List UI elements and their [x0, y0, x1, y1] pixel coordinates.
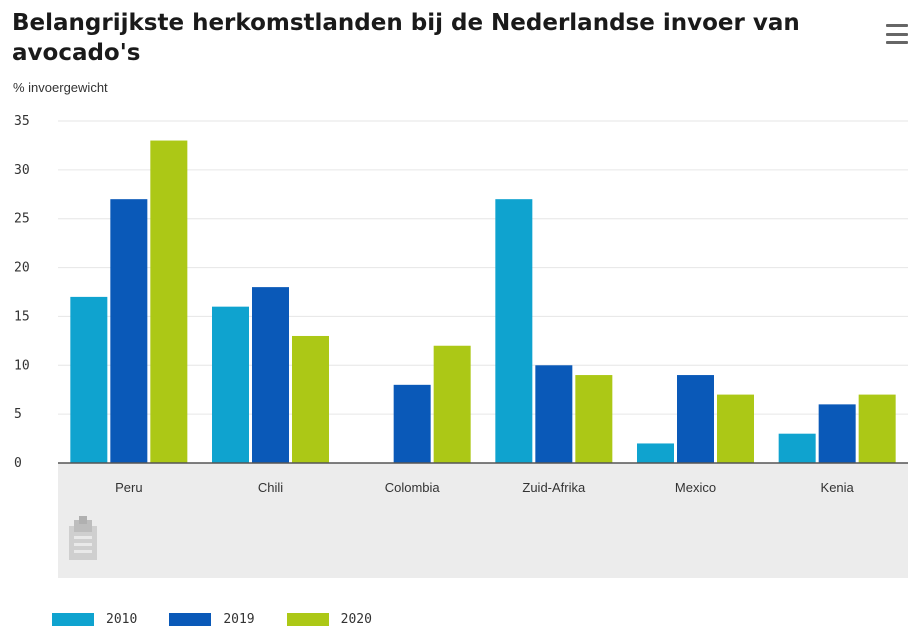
bar-peru-2010 — [70, 296, 108, 463]
bar-kenia-2020 — [858, 394, 896, 463]
y-tick-label: 35 — [14, 114, 30, 129]
legend-label-2010: 2010 — [106, 611, 138, 627]
x-tick-label: Chili — [258, 480, 283, 495]
bar-chili-2010 — [212, 306, 249, 463]
y-tick-label: 10 — [14, 358, 30, 373]
bar-chili-2020 — [292, 335, 329, 463]
bar-colombia-2019 — [393, 384, 431, 463]
legend-swatch-2019 — [169, 612, 212, 626]
bar-mexico-2019 — [677, 375, 714, 463]
y-tick-label: 20 — [14, 261, 30, 276]
y-tick-label: 15 — [14, 309, 30, 324]
export-icon[interactable] — [66, 516, 100, 562]
legend-swatch-2020 — [286, 612, 329, 626]
bar-zuid-afrika-2010 — [495, 199, 533, 463]
legend-label-2019: 2019 — [223, 611, 255, 627]
x-tick-label: Peru — [115, 480, 142, 495]
y-tick-label: 0 — [14, 456, 22, 471]
bar-zuid-afrika-2019 — [535, 365, 573, 463]
y-tick-label: 25 — [14, 212, 30, 227]
legend-item-2020[interactable]: 2020 — [286, 611, 372, 627]
x-tick-label: Colombia — [385, 480, 441, 495]
chart-subtitle: % invoergewicht — [13, 80, 108, 95]
chart-title: Belangrijkste herkomstlanden bij de Nede… — [12, 10, 800, 66]
x-tick-label: Zuid-Afrika — [522, 480, 586, 495]
bar-mexico-2010 — [637, 443, 674, 463]
legend-item-2019[interactable]: 2019 — [169, 611, 255, 627]
bar-chili-2019 — [252, 287, 289, 463]
bar-kenia-2019 — [818, 404, 856, 463]
legend-item-2010[interactable]: 2010 — [52, 612, 137, 627]
x-tick-label: Kenia — [821, 480, 855, 495]
hamburger-menu-icon[interactable] — [886, 24, 908, 44]
legend: 2010 2019 2020 — [52, 608, 372, 630]
category-band — [58, 463, 908, 578]
bar-zuid-afrika-2020 — [575, 375, 613, 463]
y-tick-label: 30 — [14, 163, 30, 178]
bar-peru-2020 — [150, 140, 188, 464]
bar-mexico-2020 — [717, 394, 754, 463]
bar-colombia-2020 — [433, 345, 471, 463]
x-tick-label: Mexico — [675, 480, 716, 495]
bar-kenia-2010 — [778, 433, 816, 463]
bar-peru-2019 — [110, 199, 148, 463]
legend-swatch-2010 — [52, 612, 94, 626]
y-tick-label: 5 — [14, 407, 22, 422]
legend-label-2020: 2020 — [340, 611, 372, 627]
